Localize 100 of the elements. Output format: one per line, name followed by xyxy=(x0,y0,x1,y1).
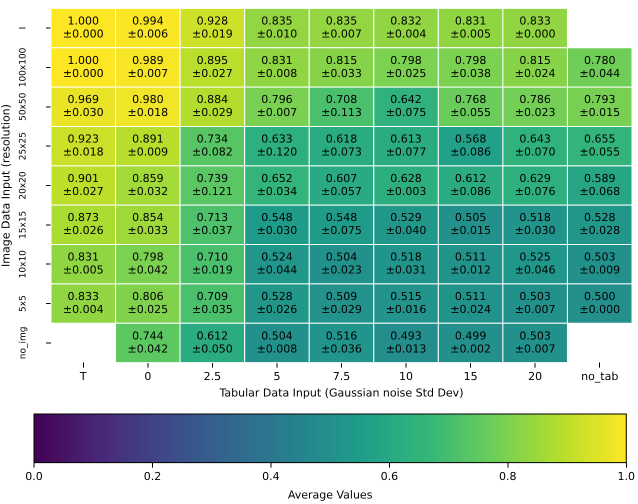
data-label: 0.744 ±0.042 xyxy=(127,329,168,356)
x-axis-title: Tabular Data Input (Gaussian noise Std Dev) xyxy=(218,386,464,400)
data-label: 0.607 ±0.057 xyxy=(321,172,362,198)
data-label: 1.000 ±0.000 xyxy=(62,54,104,80)
color-bar-label: 0.8 xyxy=(499,470,517,484)
data-label: 0.859 ±0.032 xyxy=(127,172,168,198)
x-tick-label: 0 xyxy=(144,370,152,384)
y-tick-label: 25x25 xyxy=(18,132,28,160)
data-label: 0.504 ±0.023 xyxy=(321,250,362,277)
data-label: 0.528 ±0.028 xyxy=(579,211,620,238)
data-label: 0.525 ±0.046 xyxy=(514,250,556,277)
data-label: 0.768 ±0.055 xyxy=(450,93,491,120)
data-label: 0.832 ±0.004 xyxy=(386,14,426,40)
data-label: 0.618 ±0.073 xyxy=(321,132,362,159)
data-label: 0.628 ±0.003 xyxy=(386,172,426,198)
x-tick-label: no_tab xyxy=(581,370,618,384)
data-label: 0.835 ±0.010 xyxy=(256,14,298,40)
data-label: 0.798 ±0.042 xyxy=(127,250,168,277)
data-label: 0.503 ±0.009 xyxy=(579,250,620,277)
x-tick-label: 15 xyxy=(464,370,478,384)
data-label: 0.548 ±0.030 xyxy=(256,211,298,238)
data-label: 0.833 ±0.000 xyxy=(514,14,556,40)
data-label: 0.503 ±0.007 xyxy=(514,290,556,316)
data-label: 0.504 ±0.008 xyxy=(256,329,298,356)
data-label: 0.854 ±0.033 xyxy=(127,211,168,238)
data-label: 0.815 ±0.024 xyxy=(514,54,556,80)
y-axis-title: Image Data Input (resolution) xyxy=(0,104,12,267)
data-label: 0.528 ±0.026 xyxy=(256,290,298,316)
data-label: 0.989 ±0.007 xyxy=(127,54,168,80)
data-label: 0.835 ±0.007 xyxy=(321,14,362,40)
data-label: 0.895 ±0.027 xyxy=(192,54,233,80)
color-bar-label: 1.0 xyxy=(618,470,636,484)
y-tick-label: 10x10 xyxy=(18,250,28,278)
color-bar-label: 0.0 xyxy=(25,470,43,484)
data-label: 0.994 ±0.006 xyxy=(127,14,168,40)
data-label: 0.503 ±0.007 xyxy=(514,329,556,356)
data-label: 0.499 ±0.002 xyxy=(450,329,491,356)
data-label: 0.709 ±0.035 xyxy=(192,290,233,316)
data-label: 0.511 ±0.024 xyxy=(450,290,491,316)
y-tick-label: no_img xyxy=(18,326,28,360)
data-label: 0.589 ±0.068 xyxy=(579,172,620,198)
data-label: 0.655 ±0.055 xyxy=(579,132,620,159)
data-label: 0.833 ±0.004 xyxy=(62,290,104,316)
data-label: 0.509 ±0.029 xyxy=(321,290,362,316)
data-label: 0.798 ±0.025 xyxy=(386,54,426,80)
data-label: 0.612 ±0.086 xyxy=(450,172,491,198)
data-label: 0.515 ±0.016 xyxy=(386,290,426,316)
data-label: 0.629 ±0.076 xyxy=(514,172,556,198)
y-tick-label: 20x20 xyxy=(18,171,28,200)
data-label: 0.786 ±0.023 xyxy=(514,93,556,120)
data-label: 0.548 ±0.075 xyxy=(321,211,362,238)
data-label: 0.901 ±0.027 xyxy=(62,172,104,198)
data-label: 0.815 ±0.033 xyxy=(321,54,362,80)
data-label: 0.734 ±0.082 xyxy=(192,132,233,159)
data-label: 0.518 ±0.030 xyxy=(514,211,556,238)
data-label: 0.613 ±0.077 xyxy=(386,132,426,159)
data-label: 0.500 ±0.000 xyxy=(579,290,620,316)
y-tick-label: I xyxy=(18,26,28,30)
data-label: 0.643 ±0.070 xyxy=(514,132,556,159)
color-bar-label: 0.4 xyxy=(262,470,280,484)
y-tick-label: 15x15 xyxy=(18,210,28,239)
data-label: 0.806 ±0.025 xyxy=(127,290,168,316)
data-label: 0.642 ±0.075 xyxy=(386,93,426,120)
data-label: 0.493 ±0.013 xyxy=(386,329,426,356)
data-label: 0.511 ±0.012 xyxy=(450,250,491,277)
x-tick-label: 2.5 xyxy=(204,370,222,384)
x-tick-label: 10 xyxy=(399,370,414,384)
data-label: 0.518 ±0.031 xyxy=(386,250,426,277)
data-label: 0.568 ±0.086 xyxy=(450,132,491,159)
data-label: 0.739 ±0.121 xyxy=(192,172,233,198)
data-label: 1.000 ±0.000 xyxy=(62,14,104,40)
data-label: 0.923 ±0.018 xyxy=(62,132,104,159)
data-label: 0.884 ±0.029 xyxy=(192,93,233,120)
x-tick-label: 20 xyxy=(528,370,542,384)
data-label: 0.713 ±0.037 xyxy=(192,211,233,238)
data-label: 0.516 ±0.036 xyxy=(321,329,362,356)
data-label: 0.980 ±0.018 xyxy=(127,93,168,120)
data-label: 0.633 ±0.120 xyxy=(256,132,298,159)
data-label: 0.524 ±0.044 xyxy=(256,250,298,277)
data-label: 0.710 ±0.019 xyxy=(192,250,233,277)
y-tick-label: 5x5 xyxy=(18,295,28,312)
color-bar-label: 0.6 xyxy=(380,470,398,484)
data-label: 0.529 ±0.040 xyxy=(386,211,426,238)
data-label: 0.798 ±0.038 xyxy=(450,54,491,80)
data-label: 0.780 ±0.044 xyxy=(579,54,620,80)
data-label: 0.796 ±0.007 xyxy=(256,93,298,120)
data-label: 0.891 ±0.009 xyxy=(127,132,168,159)
data-label: 0.505 ±0.015 xyxy=(450,211,491,238)
data-label: 0.652 ±0.034 xyxy=(256,172,298,198)
x-tick-label: 7.5 xyxy=(332,370,350,384)
x-tick-label: 5 xyxy=(273,370,280,384)
data-label: 0.969 ±0.030 xyxy=(62,93,104,120)
color-bar-label: 0.2 xyxy=(144,470,162,484)
data-label: 0.831 ±0.005 xyxy=(450,14,491,40)
data-label: 0.831 ±0.005 xyxy=(62,250,104,277)
data-label: 0.873 ±0.026 xyxy=(62,211,104,238)
data-label: 0.708 ±0.113 xyxy=(321,93,362,120)
y-tick-label: 50x50 xyxy=(18,92,28,121)
data-label: 0.831 ±0.008 xyxy=(256,54,298,80)
color-bar-title: Average Values xyxy=(288,488,373,502)
